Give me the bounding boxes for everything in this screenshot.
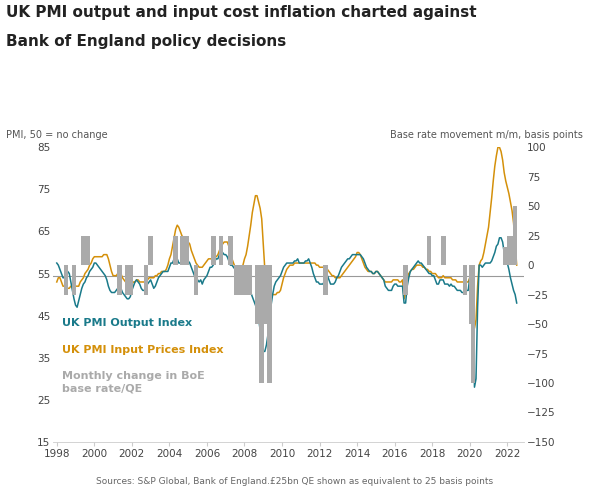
Bar [504, 247, 508, 265]
Bar [180, 236, 184, 265]
Bar [513, 206, 518, 265]
Bar [81, 236, 86, 265]
Bar [263, 265, 267, 324]
Bar [144, 265, 148, 295]
Bar [509, 236, 514, 265]
Text: PMI, 50 = no change: PMI, 50 = no change [6, 130, 108, 140]
Bar [427, 236, 431, 265]
Bar [72, 265, 77, 295]
Text: UK PMI output and input cost inflation charted against: UK PMI output and input cost inflation c… [6, 5, 477, 20]
Bar [259, 265, 264, 383]
Bar [128, 265, 133, 295]
Bar [117, 265, 122, 295]
Bar [184, 236, 189, 265]
Bar [266, 265, 270, 295]
Bar [173, 236, 178, 265]
Bar [441, 236, 445, 265]
Text: Monthly change in BoE
base rate/QE: Monthly change in BoE base rate/QE [62, 371, 205, 394]
Bar [211, 236, 216, 265]
Bar [323, 265, 328, 295]
Text: UK PMI Input Prices Index: UK PMI Input Prices Index [62, 345, 224, 355]
Bar [125, 265, 130, 295]
Bar [256, 265, 261, 324]
Bar [471, 265, 475, 383]
Bar [228, 236, 233, 265]
Text: UK PMI Output Index: UK PMI Output Index [62, 318, 193, 328]
Bar [244, 265, 249, 295]
Bar [237, 265, 242, 295]
Bar [469, 265, 474, 324]
Bar [463, 265, 468, 295]
Bar [234, 265, 239, 295]
Bar [148, 236, 153, 265]
Bar [86, 236, 90, 265]
Bar [254, 265, 259, 324]
Bar [403, 265, 408, 295]
Text: Bank of England policy decisions: Bank of England policy decisions [6, 34, 286, 50]
Bar [247, 265, 252, 295]
Text: Base rate movement m/m, basis points: Base rate movement m/m, basis points [391, 130, 583, 140]
Bar [264, 265, 269, 324]
Bar [507, 236, 511, 265]
Bar [64, 265, 68, 295]
Bar [219, 236, 223, 265]
Bar [267, 265, 272, 383]
Bar [240, 265, 245, 295]
Bar [194, 265, 198, 295]
Text: Sources: S&P Global, Bank of England.£25bn QE shown as equivalent to 25 basis po: Sources: S&P Global, Bank of England.£25… [96, 477, 493, 486]
